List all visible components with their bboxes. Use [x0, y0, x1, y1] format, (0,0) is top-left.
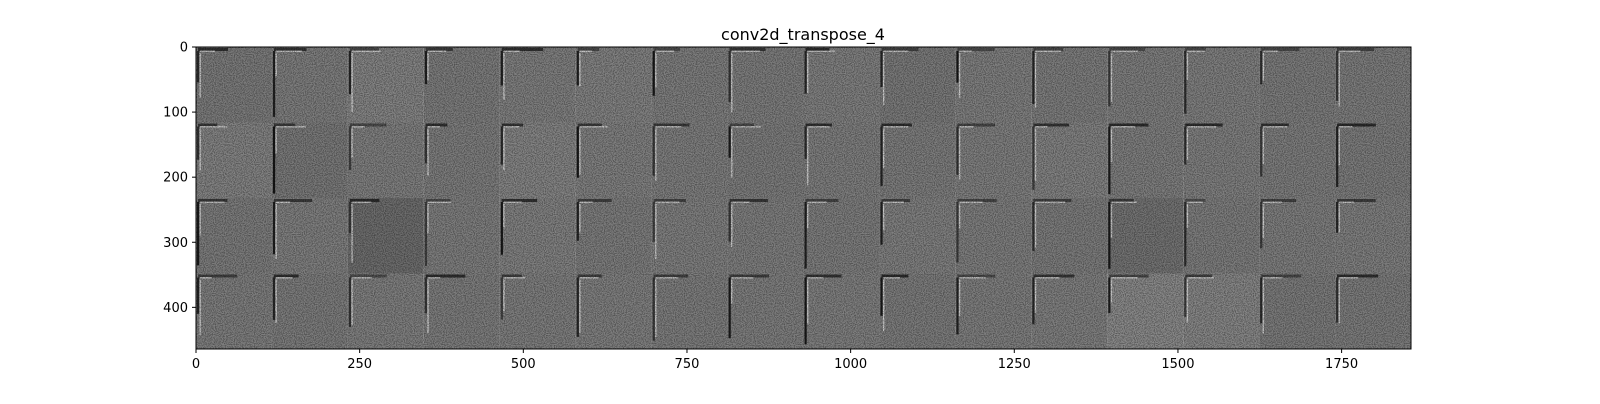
- y-tick-label: 100: [163, 106, 188, 121]
- x-tick-label: 1000: [834, 357, 867, 372]
- x-tick-label: 750: [675, 357, 700, 372]
- y-tick-label: 400: [163, 301, 188, 316]
- y-tick-label: 300: [163, 236, 188, 251]
- speckle-overlay: [196, 47, 1411, 349]
- y-axis: 0 100 200 300 400: [163, 41, 196, 316]
- x-tick-label: 1750: [1325, 357, 1358, 372]
- x-tick-label: 1500: [1161, 357, 1194, 372]
- y-tick-label: 0: [180, 41, 188, 56]
- x-tick-label: 500: [511, 357, 536, 372]
- y-tick-label: 200: [163, 171, 188, 186]
- x-tick-label: 250: [347, 357, 372, 372]
- x-tick-label: 1250: [998, 357, 1031, 372]
- x-axis: 0 250 500 750 1000 1250 1500 1750: [192, 349, 1358, 372]
- x-tick-label: 0: [192, 357, 200, 372]
- chart-title: conv2d_transpose_4: [721, 25, 885, 45]
